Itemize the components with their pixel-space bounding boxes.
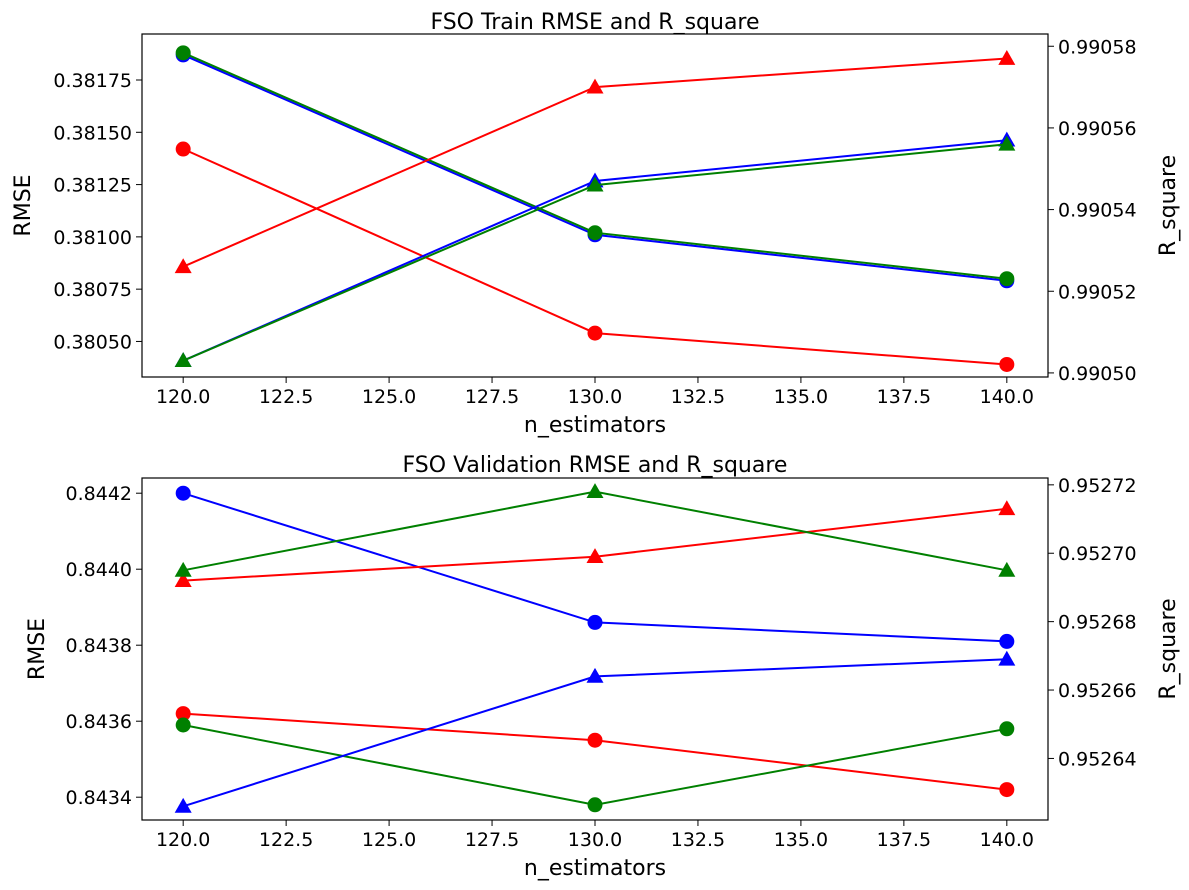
y-tick-label: 0.38075 [53, 279, 132, 301]
series-3-point-1 [586, 78, 604, 94]
y2-axis-label: R_square [1156, 598, 1181, 699]
chart-title: FSO Train RMSE and R_square [430, 10, 759, 35]
series-5-point-2 [998, 561, 1016, 577]
series-1-point-2 [999, 633, 1015, 649]
y2-tick-label: 0.95272 [1058, 475, 1137, 497]
x-tick-label: 132.5 [671, 386, 725, 408]
subplot-validation: 120.0 122.5 125.0 127.5 130.0 132.5 135.0 137.5… [25, 453, 1181, 881]
series-2-point-1 [587, 225, 603, 241]
y2-tick-label: 0.99052 [1058, 281, 1137, 303]
x-tick-label: 132.5 [671, 829, 725, 851]
series-3-point-2 [998, 500, 1016, 516]
plot-frame [141, 477, 1049, 821]
x-tick-label: 137.5 [877, 829, 931, 851]
series-5-point-1 [586, 483, 604, 499]
series-2-point-0 [175, 717, 191, 733]
y2-tick-label: 0.99056 [1058, 118, 1137, 140]
y2-tick-label: 0.95266 [1058, 680, 1137, 702]
y2-tick-label: 0.99058 [1058, 36, 1137, 58]
y-tick-label: 0.38050 [53, 331, 132, 353]
chart-title: FSO Validation RMSE and R_square [403, 453, 788, 478]
y-tick-label: 0.38100 [53, 227, 132, 249]
series-2-point-2 [999, 271, 1015, 287]
series-1-point-1 [587, 614, 603, 630]
y-tick-label: 0.8438 [66, 635, 132, 657]
x-tick-label: 130.0 [568, 829, 622, 851]
x-tick-label: 135.0 [774, 829, 828, 851]
y-tick-label: 0.8434 [66, 787, 132, 809]
x-tick-label: 122.5 [259, 829, 313, 851]
x-tick-label: 127.5 [465, 386, 519, 408]
series-3-point-0 [174, 258, 192, 274]
series-0-point-0 [175, 141, 191, 157]
series-0-point-1 [587, 732, 603, 748]
series-5-point-2 [998, 135, 1016, 151]
series-5-point-0 [174, 561, 192, 577]
y2-tick-label: 0.95270 [1058, 543, 1137, 565]
x-tick-label: 130.0 [568, 386, 622, 408]
series-2-point-0 [175, 45, 191, 61]
series-5-point-0 [174, 352, 192, 368]
x-tick-label: 135.0 [774, 386, 828, 408]
y-tick-label: 0.8442 [66, 483, 132, 505]
series-0-point-1 [587, 325, 603, 341]
y2-tick-label: 0.99050 [1058, 363, 1137, 385]
y2-axis-label: R_square [1156, 155, 1181, 256]
y-tick-label: 0.8440 [66, 559, 132, 581]
series-0-point-2 [999, 356, 1015, 372]
y2-tick-label: 0.99054 [1058, 200, 1137, 222]
series-line-3 [183, 507, 1007, 582]
y-axis-label: RMSE [25, 618, 50, 680]
series-4-point-2 [998, 650, 1016, 666]
x-tick-label: 120.0 [156, 829, 210, 851]
x-tick-label: 140.0 [980, 386, 1034, 408]
y2-tick-label: 0.95268 [1058, 612, 1137, 634]
subplot-train: 120.0 122.5 125.0 127.5 130.0 132.5 135.0 137.5… [11, 10, 1181, 438]
series-0-point-2 [999, 782, 1015, 798]
series-1-point-0 [175, 485, 191, 501]
x-tick-label: 122.5 [259, 386, 313, 408]
series-3-point-0 [174, 572, 192, 587]
x-tick-label: 127.5 [465, 829, 519, 851]
x-tick-label: 125.0 [362, 386, 416, 408]
series-2-point-2 [999, 721, 1015, 737]
series-5-point-1 [586, 176, 604, 192]
series-4-point-0 [174, 797, 192, 813]
x-tick-label: 120.0 [156, 386, 210, 408]
y-axis-label: RMSE [11, 174, 36, 236]
series-3-point-1 [586, 548, 604, 564]
y-tick-label: 0.38150 [53, 122, 132, 144]
x-tick-label: 137.5 [877, 386, 931, 408]
y2-tick-label: 0.95264 [1058, 748, 1137, 770]
series-0-point-0 [175, 706, 191, 722]
y-tick-label: 0.38175 [53, 70, 132, 92]
x-axis-label: n_estimators [524, 856, 666, 881]
y-tick-label: 0.38125 [53, 175, 132, 197]
series-4-point-1 [586, 667, 604, 683]
x-tick-label: 140.0 [980, 829, 1034, 851]
y-tick-label: 0.8436 [66, 711, 132, 733]
series-2-point-1 [587, 797, 603, 813]
series-3-point-2 [998, 50, 1016, 65]
x-tick-label: 125.0 [362, 829, 416, 851]
x-axis-label: n_estimators [524, 413, 666, 438]
